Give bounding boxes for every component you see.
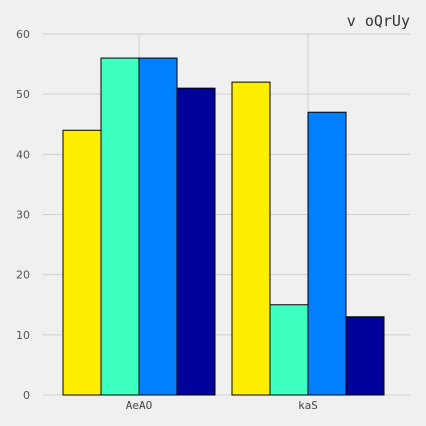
y-tick-label: 40 xyxy=(16,148,30,161)
bar xyxy=(101,58,139,395)
y-tick-label: 50 xyxy=(16,88,30,101)
bar xyxy=(139,58,177,395)
bar xyxy=(177,88,215,395)
y-tick-label: 10 xyxy=(16,329,30,342)
y-tick-label: 30 xyxy=(16,209,30,222)
y-tick-label: 60 xyxy=(16,28,30,41)
bar xyxy=(308,112,346,395)
bar xyxy=(63,130,101,395)
y-tick-label: 0 xyxy=(23,389,30,402)
x-tick-label: AeAO xyxy=(126,399,153,412)
chart-title: v oQrUy xyxy=(347,12,410,30)
bar xyxy=(270,305,308,395)
bar xyxy=(346,317,384,395)
y-tick-label: 20 xyxy=(16,269,30,282)
x-tick-label: kaS xyxy=(298,399,318,412)
bar xyxy=(232,82,270,395)
